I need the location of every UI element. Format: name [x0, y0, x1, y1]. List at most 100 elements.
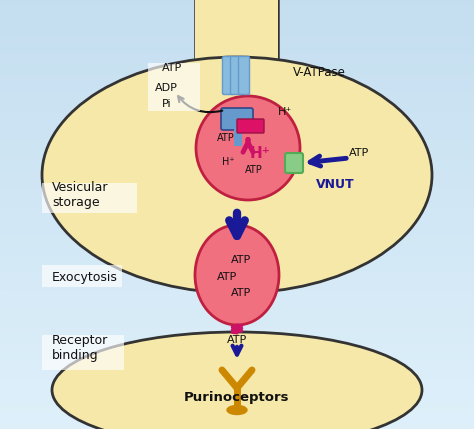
Bar — [0, 91, 474, 97]
Bar — [0, 97, 474, 102]
Text: ATP: ATP — [231, 255, 251, 265]
Text: Pi: Pi — [162, 99, 172, 109]
FancyBboxPatch shape — [221, 108, 253, 130]
Bar — [0, 177, 474, 182]
Bar — [0, 124, 474, 129]
Bar — [0, 182, 474, 188]
Bar — [0, 274, 474, 279]
Bar — [0, 220, 474, 225]
Bar — [0, 193, 474, 198]
Text: ATP: ATP — [227, 335, 247, 345]
Text: H⁺: H⁺ — [222, 157, 234, 167]
Bar — [0, 327, 474, 332]
Bar — [148, 63, 200, 111]
Bar — [0, 172, 474, 177]
Bar — [0, 338, 474, 343]
Bar — [0, 64, 474, 70]
Bar — [0, 231, 474, 236]
Bar — [0, 295, 474, 300]
Bar — [0, 32, 474, 38]
Bar — [42, 335, 124, 370]
Bar — [0, 118, 474, 124]
Bar — [0, 279, 474, 284]
Text: Receptor
binding: Receptor binding — [52, 334, 108, 362]
Bar — [0, 236, 474, 241]
Bar — [0, 381, 474, 386]
Bar — [0, 188, 474, 193]
Bar — [0, 48, 474, 54]
Bar — [0, 408, 474, 413]
Bar — [0, 317, 474, 322]
Bar — [0, 300, 474, 306]
Bar — [0, 16, 474, 21]
Text: Vesicular
storage: Vesicular storage — [52, 181, 109, 209]
Bar — [0, 161, 474, 166]
Bar — [0, 139, 474, 145]
Bar — [0, 252, 474, 257]
Bar — [0, 75, 474, 81]
Bar — [0, 247, 474, 252]
Bar — [0, 107, 474, 113]
Polygon shape — [195, 0, 278, 228]
Ellipse shape — [227, 405, 247, 414]
Bar — [0, 214, 474, 220]
Bar — [0, 0, 474, 6]
Bar — [0, 306, 474, 311]
Bar — [0, 257, 474, 263]
Bar — [0, 166, 474, 172]
Bar — [0, 11, 474, 16]
Bar — [0, 386, 474, 392]
Bar — [0, 59, 474, 64]
Bar — [0, 311, 474, 317]
Text: Purinoceptors: Purinoceptors — [184, 392, 290, 405]
Bar — [0, 348, 474, 354]
Bar — [0, 209, 474, 214]
Text: H⁺: H⁺ — [278, 107, 292, 117]
Text: Exocytosis: Exocytosis — [52, 272, 118, 284]
Bar — [0, 145, 474, 150]
Circle shape — [196, 96, 300, 200]
Text: ATP: ATP — [162, 63, 182, 73]
Bar — [0, 413, 474, 418]
Text: ATP: ATP — [349, 148, 369, 158]
Bar — [0, 129, 474, 134]
FancyBboxPatch shape — [230, 57, 241, 94]
Text: H⁺: H⁺ — [250, 145, 270, 160]
Bar — [195, 0, 278, 228]
Bar — [0, 354, 474, 360]
Text: V-ATPase: V-ATPase — [293, 66, 346, 79]
Bar — [0, 21, 474, 27]
Bar — [0, 241, 474, 247]
Ellipse shape — [195, 225, 279, 325]
Bar — [0, 268, 474, 274]
Bar — [42, 183, 137, 213]
Bar — [0, 402, 474, 408]
FancyBboxPatch shape — [237, 119, 264, 133]
Bar — [0, 204, 474, 209]
Text: ATP: ATP — [231, 288, 251, 298]
FancyBboxPatch shape — [238, 57, 249, 94]
Text: ADP: ADP — [155, 83, 178, 93]
Bar — [0, 54, 474, 59]
Bar — [0, 343, 474, 348]
Bar — [0, 69, 474, 75]
Text: ATP: ATP — [217, 272, 237, 282]
Ellipse shape — [42, 57, 432, 293]
Bar — [0, 150, 474, 155]
Bar — [0, 225, 474, 231]
Bar — [42, 265, 122, 287]
Text: VNUT: VNUT — [316, 178, 355, 191]
Bar — [0, 423, 474, 429]
Text: ATP: ATP — [245, 165, 263, 175]
Bar — [0, 86, 474, 91]
FancyBboxPatch shape — [222, 57, 234, 94]
Bar — [0, 102, 474, 107]
Bar — [234, 128, 242, 146]
Bar — [0, 290, 474, 295]
Bar — [0, 43, 474, 48]
Bar — [0, 198, 474, 204]
Bar — [0, 397, 474, 402]
Ellipse shape — [52, 332, 422, 429]
Bar — [0, 332, 474, 338]
Bar — [0, 418, 474, 423]
